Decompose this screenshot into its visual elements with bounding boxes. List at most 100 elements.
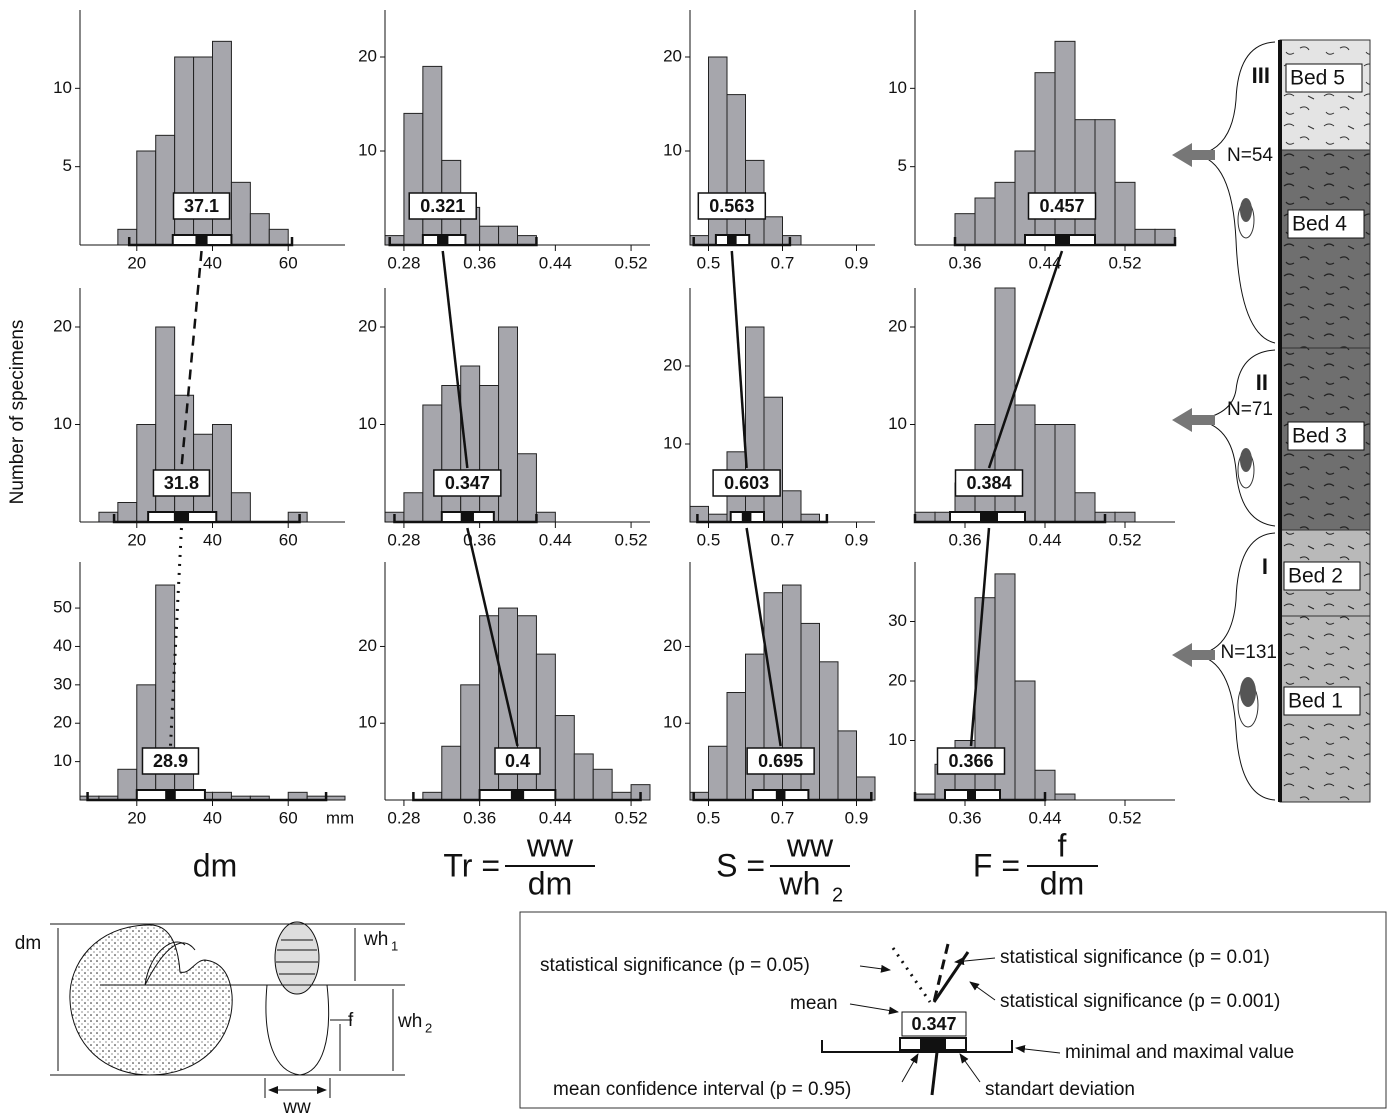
x-tick-label: 0.5 xyxy=(697,253,721,272)
legend-text: statistical significance (p = 0.05) xyxy=(540,955,810,976)
y-tick-label: 20 xyxy=(358,636,377,655)
y-tick-label: 20 xyxy=(53,713,72,732)
legend-text: statistical significance (p = 0.001) xyxy=(1000,991,1280,1012)
mean-box xyxy=(408,192,477,220)
legend-text: mean xyxy=(790,993,838,1014)
pointer xyxy=(954,957,996,966)
arrow xyxy=(1172,408,1215,432)
pointer xyxy=(859,964,891,973)
formula-num: ww xyxy=(786,827,834,863)
bar xyxy=(403,492,424,523)
y-tick-label: 30 xyxy=(888,611,907,630)
y-tick-label: 10 xyxy=(663,433,682,452)
x-tick-label: 0.52 xyxy=(615,808,648,827)
bar xyxy=(726,692,746,801)
mean-box xyxy=(494,747,541,775)
legend-box xyxy=(519,911,1387,1109)
bar xyxy=(1094,119,1116,246)
mean-box xyxy=(172,192,231,220)
dim-label: f xyxy=(348,1010,354,1031)
x-tick-label: 0.52 xyxy=(1108,253,1141,272)
legend-dotted xyxy=(891,947,932,1003)
bar xyxy=(726,94,746,246)
x-tick-label: 0.7 xyxy=(771,808,795,827)
pointer xyxy=(969,981,996,1001)
bed-label: Bed 2 xyxy=(1288,565,1343,588)
significance-link xyxy=(180,250,203,469)
y-tick-label: 10 xyxy=(888,414,907,433)
pointer xyxy=(1015,1045,1061,1054)
mean-label: 28.9 xyxy=(153,751,188,771)
x-axis-label: mm xyxy=(326,808,354,827)
bar xyxy=(782,490,802,523)
bar xyxy=(1114,181,1136,246)
mean-label: 0.384 xyxy=(966,473,1011,493)
y-tick-label: 10 xyxy=(663,140,682,159)
bar xyxy=(1134,228,1156,246)
y-tick-label: 10 xyxy=(888,730,907,749)
bed-5 xyxy=(1279,39,1371,151)
bar xyxy=(782,235,802,246)
x-tick-label: 20 xyxy=(127,808,146,827)
bar xyxy=(422,404,443,523)
bed-label-box xyxy=(1287,421,1365,451)
bar xyxy=(763,396,783,523)
bar xyxy=(517,453,537,523)
bar xyxy=(1074,119,1096,246)
legend-range xyxy=(821,1040,1013,1053)
bed-label-box xyxy=(1283,561,1361,591)
significance-link xyxy=(730,250,748,469)
x-tick-label: 0.44 xyxy=(1028,253,1061,272)
x-tick-label: 0.5 xyxy=(697,808,721,827)
bar xyxy=(689,505,709,523)
y-tick-label: 10 xyxy=(663,713,682,732)
bar xyxy=(403,112,424,246)
x-tick-label: 0.44 xyxy=(539,808,572,827)
ci xyxy=(460,512,474,522)
bed-label-box xyxy=(1285,63,1363,93)
x-tick-label: 0.36 xyxy=(463,253,496,272)
bar xyxy=(745,653,765,801)
formula-den: dm xyxy=(1040,865,1084,901)
bar xyxy=(517,235,537,246)
bar xyxy=(708,745,728,801)
bar xyxy=(117,502,138,523)
mean-label: 0.563 xyxy=(709,196,754,216)
bar xyxy=(819,661,839,801)
bed-label-box xyxy=(1283,686,1361,716)
x-tick-label: 0.52 xyxy=(1108,530,1141,549)
bar xyxy=(117,768,138,801)
legend-ci xyxy=(920,1038,946,1050)
x-tick-label: 0.9 xyxy=(845,530,869,549)
ci xyxy=(437,235,449,245)
x-tick-label: 40 xyxy=(203,530,222,549)
x-tick-label: 0.36 xyxy=(948,808,981,827)
mean-box xyxy=(936,747,1006,775)
bar xyxy=(1014,680,1036,801)
bed-label: Bed 1 xyxy=(1288,690,1343,713)
significance-link xyxy=(745,527,782,747)
y-tick-label: 20 xyxy=(53,316,72,335)
bed-4 xyxy=(1279,149,1371,349)
bar xyxy=(974,197,996,246)
bar xyxy=(479,385,500,523)
bar xyxy=(325,795,346,801)
bar xyxy=(479,225,500,246)
dim-label: wh xyxy=(397,1011,422,1032)
y-tick-label: 50 xyxy=(53,598,72,617)
bar xyxy=(592,768,613,801)
measurement-diagram xyxy=(50,921,405,1098)
mean-box xyxy=(746,747,815,775)
pointer xyxy=(901,1053,919,1083)
pointer xyxy=(849,1003,899,1015)
ci xyxy=(775,790,786,800)
bar xyxy=(837,730,857,801)
bar xyxy=(249,213,270,246)
legend-text: minimal and maximal value xyxy=(1065,1042,1294,1063)
x-tick-label: 0.9 xyxy=(845,253,869,272)
legend-mean: 0.347 xyxy=(911,1014,956,1034)
mean-label: 0.457 xyxy=(1039,196,1084,216)
formula-lhs: S = xyxy=(716,847,765,883)
x-tick-label: 0.28 xyxy=(387,808,420,827)
